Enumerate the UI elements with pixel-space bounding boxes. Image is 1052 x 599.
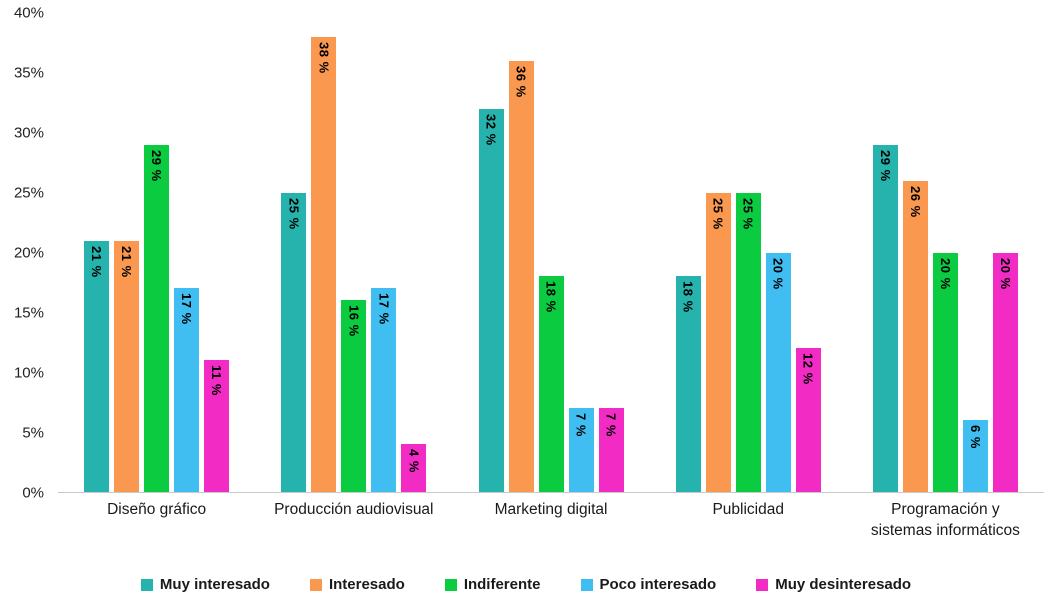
x-category-label: Diseño gráfico	[107, 501, 207, 518]
bar-value-label: 21 %	[119, 245, 135, 278]
y-tick-label: 0%	[22, 484, 44, 502]
y-tick-label: 30%	[13, 124, 44, 142]
bar-value-label: 12 %	[800, 353, 816, 385]
bar-value-label: 17 %	[376, 293, 392, 326]
y-tick-label: 10%	[13, 364, 44, 382]
bar-group: 29 % 26 % 20 % 6 % 20 %	[847, 13, 1044, 492]
legend-swatch	[444, 578, 457, 591]
y-tick-label: 15%	[13, 304, 44, 322]
bar-poco-interesado: 17 %	[371, 288, 397, 492]
bar-value-label: 7 %	[573, 413, 589, 438]
bar-interesado: 26 %	[902, 180, 928, 492]
bar-value-label: 29 %	[877, 149, 893, 182]
bar-value-label: 16 %	[346, 305, 362, 338]
bar-indiferente: 25 %	[735, 192, 761, 492]
bar-muy-desinteresado: 4 %	[401, 444, 427, 492]
y-tick-label: 35%	[13, 64, 44, 82]
x-axis: Diseño gráfico Producción audiovisual Mark…	[58, 500, 1044, 542]
bar-group: 25 % 38 % 16 % 17 % 4 %	[255, 13, 452, 492]
bar-value-label: 25 %	[740, 197, 756, 230]
legend-item: Muy desinteresado	[756, 576, 911, 593]
legend-label: Interesado	[328, 576, 405, 593]
legend-swatch	[756, 578, 769, 591]
bar-muy-interesado: 32 %	[478, 108, 504, 492]
bar-muy-desinteresado: 12 %	[795, 348, 821, 492]
legend-swatch	[580, 578, 593, 591]
bar-value-label: 18 %	[543, 281, 559, 314]
plot-area: 21 % 21 % 29 % 17 % 11 % 25 % 38 % 16 % 17 % 4 % 3…	[58, 13, 1044, 493]
bar-value-label: 21 %	[89, 245, 105, 278]
legend-item: Muy interesado	[140, 576, 270, 593]
bar-interesado: 38 %	[311, 36, 337, 492]
x-category-label: Publicidad	[712, 501, 784, 518]
bar-value-label: 38 %	[316, 41, 332, 74]
bar-value-label: 25 %	[710, 197, 726, 230]
bar-value-label: 17 %	[179, 293, 195, 326]
bar-muy-desinteresado: 20 %	[992, 252, 1018, 492]
bar-poco-interesado: 7 %	[568, 408, 594, 492]
bar-value-label: 20 %	[997, 257, 1013, 290]
legend-item: Indiferente	[444, 576, 541, 593]
bar-value-label: 6 %	[967, 425, 983, 450]
legend-item: Interesado	[309, 576, 405, 593]
bar-value-label: 20 %	[770, 257, 786, 290]
bar-value-label: 32 %	[483, 113, 499, 146]
bar-value-label: 20 %	[937, 257, 953, 290]
y-tick-label: 40%	[13, 4, 44, 22]
bar-value-label: 36 %	[513, 65, 529, 98]
bar-muy-interesado: 29 %	[872, 144, 898, 492]
bar-indiferente: 18 %	[538, 276, 564, 492]
bar-group: 18 % 25 % 25 % 20 % 12 %	[650, 13, 847, 492]
bar-value-label: 18 %	[680, 281, 696, 314]
x-category-label: Programación y sistemas informáticos	[870, 501, 1020, 539]
bar-interesado: 21 %	[114, 240, 140, 492]
bar-group: 32 % 36 % 18 % 7 % 7 %	[452, 13, 649, 492]
x-category-label: Marketing digital	[494, 501, 608, 518]
bar-value-label: 29 %	[149, 149, 165, 182]
legend-swatch	[309, 578, 322, 591]
bar-value-label: 11 %	[209, 365, 225, 397]
bar-indiferente: 16 %	[341, 300, 367, 492]
bar-group: 21 % 21 % 29 % 17 % 11 %	[58, 13, 255, 492]
bar-poco-interesado: 17 %	[174, 288, 200, 492]
y-tick-label: 25%	[13, 184, 44, 202]
bar-value-label: 26 %	[907, 185, 923, 218]
legend-label: Indiferente	[463, 576, 541, 593]
legend-swatch	[140, 578, 153, 591]
bar-muy-interesado: 25 %	[281, 192, 307, 492]
bar-muy-interesado: 18 %	[675, 276, 701, 492]
bar-muy-interesado: 21 %	[84, 240, 110, 492]
y-axis: 0% 5% 10% 15% 20% 25% 30% 35% 40%	[0, 5, 48, 502]
legend-label: Muy interesado	[159, 576, 270, 593]
y-tick-label: 5%	[22, 424, 44, 442]
bar-interesado: 36 %	[508, 60, 534, 492]
bar-interesado: 25 %	[705, 192, 731, 492]
x-category-label: Producción audiovisual	[274, 501, 434, 518]
legend-item: Poco interesado	[580, 576, 717, 593]
bar-value-label: 4 %	[406, 449, 422, 474]
bar-poco-interesado: 20 %	[765, 252, 791, 492]
legend-label: Poco interesado	[599, 576, 717, 593]
bar-poco-interesado: 6 %	[962, 420, 988, 492]
bar-indiferente: 20 %	[932, 252, 958, 492]
bar-muy-desinteresado: 11 %	[204, 360, 230, 492]
y-tick-label: 20%	[13, 244, 44, 262]
legend: Muy interesado Interesado Indiferente Poco …	[0, 576, 1052, 593]
bar-value-label: 25 %	[286, 197, 302, 230]
bar-indiferente: 29 %	[144, 144, 170, 492]
bar-muy-desinteresado: 7 %	[598, 408, 624, 492]
bar-value-label: 7 %	[603, 413, 619, 438]
legend-label: Muy desinteresado	[775, 576, 912, 593]
